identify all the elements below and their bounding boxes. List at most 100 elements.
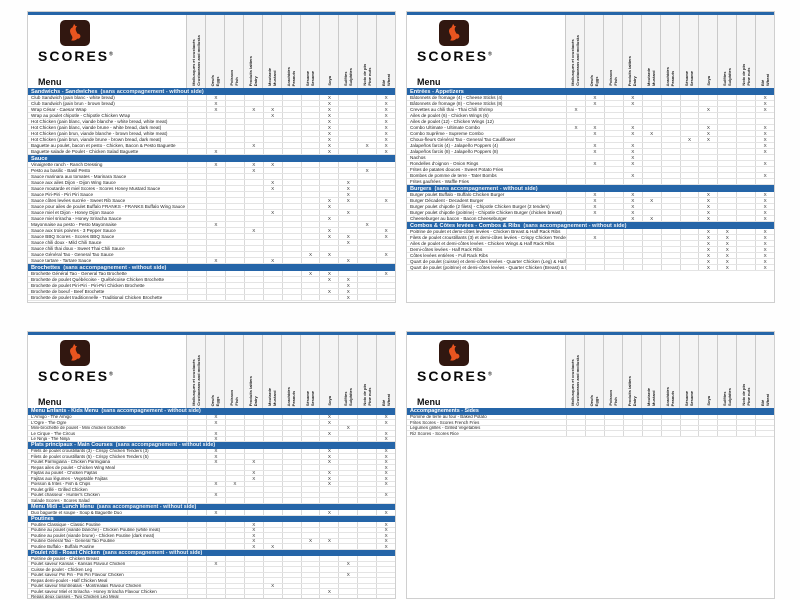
allergen-cell <box>679 101 699 106</box>
allergen-cell <box>338 216 357 221</box>
allergen-cell <box>641 253 661 258</box>
allergen-cell <box>660 167 680 172</box>
allergen-x-mark: X <box>763 235 767 240</box>
allergen-cell <box>641 414 661 419</box>
allergen-cell <box>243 481 263 486</box>
allergen-cell <box>566 414 585 419</box>
menu-item-name: Rondelles d'oignon - Onion Rings <box>410 161 479 166</box>
allergen-cell <box>243 465 263 470</box>
allergen-cell <box>319 162 338 167</box>
allergen-cell <box>319 492 338 497</box>
table-row: Ailes de poulet (12) - Chicken Wings (12… <box>407 119 774 125</box>
allergen-cell <box>281 527 301 532</box>
allergen-cell <box>187 481 206 486</box>
allergen-cell: X <box>755 241 774 246</box>
column-header-label: Sésame Sesame <box>684 70 694 86</box>
allergen-cell <box>224 258 244 263</box>
allergen-cell <box>300 234 320 239</box>
allergen-cell <box>603 125 623 130</box>
table-row: Brochette de poulet traditionnelle - Tra… <box>28 295 395 301</box>
allergen-cell <box>281 162 301 167</box>
allergen-x-mark: X <box>706 235 710 240</box>
allergen-cell <box>376 498 395 503</box>
allergen-x-mark: X <box>327 149 331 154</box>
allergen-cell: X <box>376 544 395 549</box>
allergen-cell: X <box>338 425 357 430</box>
allergen-cell <box>679 216 699 221</box>
table-row: Pomme de terre au four - Baked Potato <box>407 414 774 420</box>
allergen-cell <box>376 174 395 179</box>
brand-text: SCORES <box>417 48 489 64</box>
allergen-x-mark: X <box>725 229 729 234</box>
allergen-cell <box>679 235 699 240</box>
allergen-cell <box>566 179 585 184</box>
allergen-cell <box>300 246 320 251</box>
registered-mark: ® <box>488 371 492 378</box>
allergen-cell: X <box>641 198 661 203</box>
allergen-cell: X <box>622 155 642 160</box>
allergen-cell: X <box>338 180 357 185</box>
menu-item-name: Ailes de poulet (6) - Chicken Wings (6) <box>410 113 489 118</box>
allergen-cell <box>641 259 661 264</box>
allergen-x-mark: X <box>706 210 710 215</box>
allergen-cell <box>281 180 301 185</box>
allergen-cell: X <box>755 247 774 252</box>
allergen-cell <box>660 173 680 178</box>
allergen-x-mark: X <box>214 101 218 106</box>
column-header-10: Noix de pin Pine nuts <box>357 335 376 408</box>
allergen-cell <box>206 216 225 221</box>
registered-mark: ® <box>488 51 492 58</box>
allergen-cell <box>566 425 585 430</box>
table-row: Repas ailes de poulet - Chicken Wing Mea… <box>28 465 395 471</box>
table-row: Poutine Classique - Classic Poutine X X <box>28 522 395 528</box>
table-row: Sauce BBQ Scores - Scores BBQ Sauce X X X <box>28 234 395 240</box>
allergen-cell <box>262 594 282 598</box>
menu-item-name: Hot Chicken (pain brun, viande blanche -… <box>31 131 168 136</box>
allergen-cell <box>338 454 357 459</box>
section-note: (sans accompagnement - without side) <box>434 185 538 192</box>
allergen-cell <box>755 179 774 184</box>
allergen-cell <box>338 149 357 154</box>
allergen-cell: X <box>206 431 225 436</box>
allergen-cell <box>717 107 736 112</box>
allergen-cell <box>300 436 320 441</box>
menu-item-name: Sauce marinara aux tomates - Marinara Sa… <box>31 174 127 179</box>
allergen-x-mark: X <box>593 210 597 215</box>
allergen-x-mark: X <box>763 143 767 148</box>
allergen-cell <box>622 241 642 246</box>
allergen-cell <box>224 567 244 572</box>
allergen-cell <box>736 216 755 221</box>
allergen-cell <box>357 425 376 430</box>
allergen-cell <box>187 198 206 203</box>
allergen-cell <box>603 235 623 240</box>
allergen-cell <box>338 492 357 497</box>
allergen-cell <box>660 229 680 234</box>
allergen-cell: X <box>376 125 395 130</box>
allergen-cell <box>736 167 755 172</box>
allergen-x-mark: X <box>327 509 331 515</box>
allergen-cell <box>206 527 225 532</box>
section-title: Combos & Côtes levées - Combos & Ribs <box>410 222 521 229</box>
section-header: Brochettes (sans accompagnement - without… <box>28 264 395 271</box>
menu-item-name: Poutine Général Tao - General Tao Poutin… <box>31 538 115 544</box>
allergen-cell: X <box>300 252 320 257</box>
allergen-x-mark: X <box>384 453 388 459</box>
allergen-cell: X <box>376 101 395 106</box>
table-row: Mayonnaise au pesto - Pesto Mayonnaise X X <box>28 222 395 228</box>
allergen-x-mark: X <box>327 277 331 282</box>
allergen-cell <box>736 149 755 154</box>
allergen-cell <box>281 459 301 464</box>
allergen-cell: X <box>206 414 225 419</box>
allergen-cell <box>281 125 301 130</box>
scores-logo: SCORES® <box>417 340 567 384</box>
allergen-cell: X <box>319 252 338 257</box>
allergen-cell <box>300 143 320 148</box>
menu-item-name: Côtes levées entières - Full Rack Ribs <box>410 253 488 258</box>
allergen-cell <box>566 95 585 100</box>
allergen-cell <box>736 143 755 148</box>
allergen-cell <box>300 186 320 191</box>
allergen-cell <box>717 125 736 130</box>
allergen-x-mark: X <box>593 101 597 106</box>
table-row: Duo baguette et soupe - Soup & Baguette … <box>28 510 395 516</box>
allergen-cell <box>281 228 301 233</box>
